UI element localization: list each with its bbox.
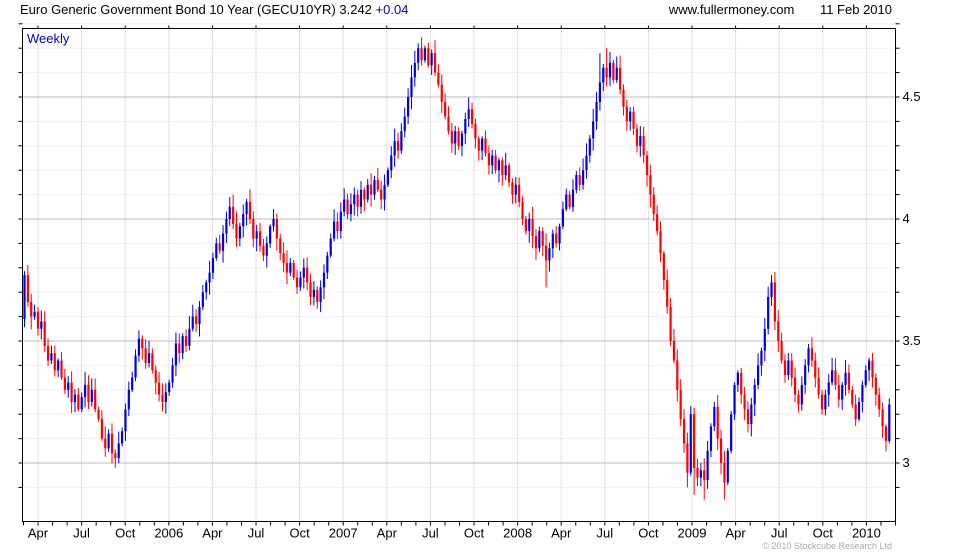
header-right: www.fullermoney.com 11 Feb 2010	[669, 2, 892, 17]
svg-text:Apr: Apr	[28, 526, 49, 541]
svg-text:Apr: Apr	[551, 526, 572, 541]
price-change: +0.04	[375, 2, 409, 17]
svg-text:2008: 2008	[503, 526, 532, 541]
svg-text:4.5: 4.5	[903, 89, 921, 104]
copyright-notice: © 2010 Stockcube Research Ltd	[762, 541, 892, 551]
svg-text:Oct: Oct	[813, 526, 834, 541]
svg-text:Oct: Oct	[289, 526, 310, 541]
svg-text:3.5: 3.5	[903, 333, 921, 348]
page-title: Euro Generic Government Bond 10 Year (GE…	[20, 2, 372, 17]
svg-text:2006: 2006	[154, 526, 183, 541]
svg-text:Apr: Apr	[377, 526, 398, 541]
svg-text:Oct: Oct	[464, 526, 485, 541]
svg-text:Jul: Jul	[596, 526, 613, 541]
svg-text:3: 3	[903, 455, 910, 470]
svg-text:Oct: Oct	[638, 526, 659, 541]
svg-text:Jul: Jul	[248, 526, 265, 541]
svg-text:2009: 2009	[678, 526, 707, 541]
chart-date: 11 Feb 2010	[819, 2, 892, 17]
svg-text:2007: 2007	[329, 526, 358, 541]
header: Euro Generic Government Bond 10 Year (GE…	[20, 2, 892, 18]
svg-text:Apr: Apr	[202, 526, 223, 541]
svg-text:Jul: Jul	[422, 526, 439, 541]
svg-text:4: 4	[903, 211, 910, 226]
svg-text:Oct: Oct	[115, 526, 136, 541]
website-link[interactable]: www.fullermoney.com	[668, 2, 795, 17]
frequency-label: Weekly	[27, 31, 70, 46]
svg-text:Jul: Jul	[73, 526, 90, 541]
svg-text:2010: 2010	[852, 526, 881, 541]
svg-text:Jul: Jul	[771, 526, 788, 541]
svg-text:Apr: Apr	[725, 526, 746, 541]
